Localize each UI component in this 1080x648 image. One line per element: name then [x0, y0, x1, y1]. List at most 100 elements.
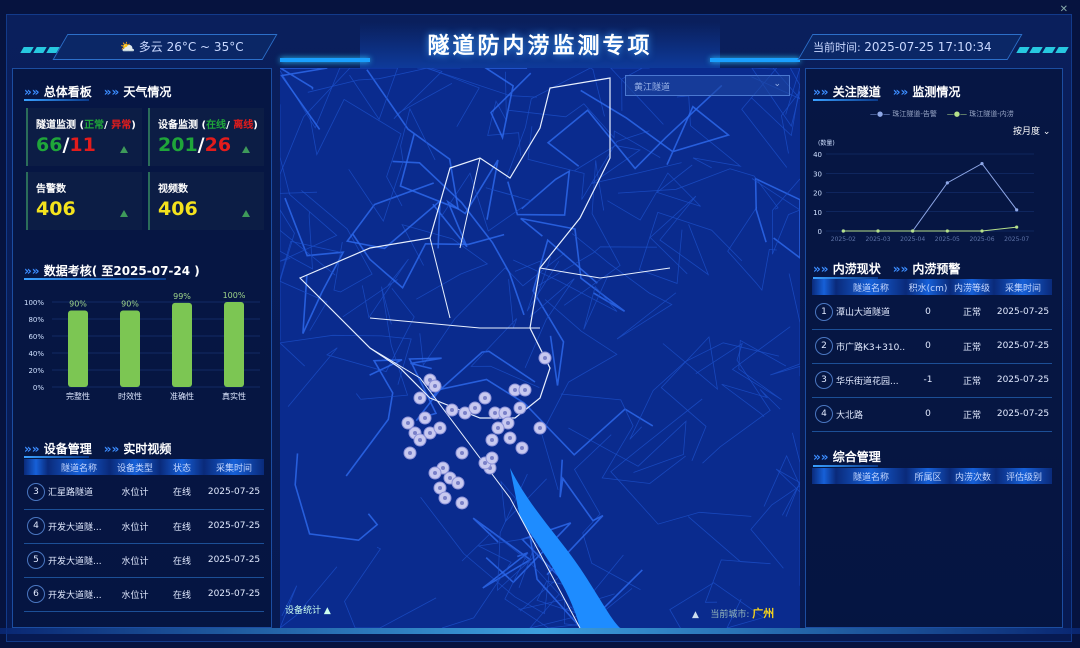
legend-item[interactable]: —●— 珠江隧道-内涝: [947, 109, 1014, 119]
header-glow-right: [710, 58, 800, 62]
road-line: [721, 383, 781, 417]
marker-dot: [438, 486, 442, 490]
river: [510, 468, 620, 628]
y-tick-label: 0%: [33, 384, 44, 392]
road-line: [546, 459, 604, 576]
road-line: [513, 259, 618, 330]
x-tick-label: 真实性: [222, 391, 246, 401]
tunnel-marker-pin-icon[interactable]: [401, 416, 415, 430]
marker-dot: [493, 411, 497, 415]
tunnel-marker-pin-icon[interactable]: [428, 466, 442, 480]
tunnel-marker-pin-icon[interactable]: [458, 406, 472, 420]
tunnel-select[interactable]: 黄江隧道 ⌄: [625, 75, 790, 96]
close-icon[interactable]: ✕: [1059, 4, 1068, 15]
cell-time: 2025-07-25: [994, 397, 1052, 432]
select-value: 黄江隧道: [634, 83, 671, 93]
x-tick-label: 完整性: [66, 391, 90, 401]
tunnel-marker-pin-icon[interactable]: [498, 406, 512, 420]
tab-monitoring[interactable]: 监测情况: [893, 83, 960, 100]
data-label: 90%: [121, 300, 139, 309]
tunnel-marker-pin-icon[interactable]: [518, 383, 532, 397]
y-tick-label: 80%: [28, 316, 44, 324]
marker-dot: [441, 466, 445, 470]
tab-live-video[interactable]: 实时视频: [104, 440, 171, 457]
tunnel-marker-pin-icon[interactable]: [485, 451, 499, 465]
road-line: [348, 107, 436, 223]
marker-dot: [538, 426, 542, 430]
series-line: [843, 162, 1018, 232]
tunnel-marker-pin-icon[interactable]: [515, 441, 529, 455]
tunnel-marker-pin-icon[interactable]: [455, 496, 469, 510]
road-line: [280, 240, 339, 331]
tunnel-marker-pin-icon[interactable]: [418, 411, 432, 425]
marker-dot: [483, 461, 487, 465]
marker-dot: [418, 396, 422, 400]
marker-dot: [428, 431, 432, 435]
marker-dot: [418, 438, 422, 442]
city-info[interactable]: ▲ 当前城市: 广州: [692, 605, 774, 621]
road-line: [461, 531, 580, 628]
tunnel-marker-pin-icon[interactable]: [428, 379, 442, 393]
device-monitor-card[interactable]: 设备监测 (在线/ 离线) 201/26: [148, 108, 264, 166]
road-line: [676, 95, 742, 169]
tab-weather[interactable]: 天气情况: [104, 83, 171, 100]
tunnel-marker-pin-icon[interactable]: [503, 431, 517, 445]
tunnel-marker-pin-icon[interactable]: [513, 401, 527, 415]
tunnel-marker-pin-icon[interactable]: [413, 433, 427, 447]
table-row[interactable]: 4 开发大道隧... 水位计 在线 2025-07-25: [24, 509, 264, 544]
tab-focus-tunnel[interactable]: 关注隧道: [813, 83, 881, 100]
table-row[interactable]: 5 开发大道隧... 水位计 在线 2025-07-25: [24, 543, 264, 578]
map-canvas[interactable]: [280, 68, 800, 628]
table-row[interactable]: 1 潭山大道隧道 0 正常 2025-07-25: [812, 295, 1052, 330]
tab-waterlog-warning[interactable]: 内涝预警: [893, 260, 960, 277]
tunnel-marker-pin-icon[interactable]: [478, 391, 492, 405]
alarm-count-card[interactable]: 告警数 406: [26, 172, 142, 230]
map-view[interactable]: [280, 68, 800, 628]
table-row[interactable]: 4 大北路 0 正常 2025-07-25: [812, 397, 1052, 432]
city-label: 当前城市:: [710, 610, 750, 620]
cell-water: 0: [906, 397, 950, 432]
marker-dot: [406, 421, 410, 425]
tunnel-marker-pin-icon[interactable]: [485, 433, 499, 447]
tunnel-marker-pin-icon[interactable]: [533, 421, 547, 435]
cell-status: 在线: [160, 509, 204, 544]
card-label: 隧道监测 (正常/ 异常): [36, 120, 136, 131]
legend-item[interactable]: —●— 珠江隧道-告警: [870, 109, 937, 119]
tunnel-marker-pin-icon[interactable]: [413, 391, 427, 405]
table-row[interactable]: 3 华乐街道花园... -1 正常 2025-07-25: [812, 363, 1052, 398]
table-row[interactable]: 2 市广路K3+310... 0 正常 2025-07-25: [812, 329, 1052, 364]
tab-overview[interactable]: 总体看板: [24, 83, 92, 100]
road-line: [669, 582, 765, 628]
road-line: [392, 160, 525, 316]
column-header: 采集时间: [204, 459, 264, 475]
road-line: [420, 68, 537, 98]
city-value: 广州: [752, 607, 775, 620]
road-line: [472, 517, 532, 589]
tunnel-marker-pin-icon[interactable]: [538, 351, 552, 365]
column-header: 隧道名称: [48, 459, 110, 475]
table-row[interactable]: 3 汇星路隧道 水位计 在线 2025-07-25: [24, 475, 264, 510]
tunnel-marker-pin-icon[interactable]: [433, 421, 447, 435]
tab-device-management[interactable]: 设备管理: [24, 440, 92, 457]
tunnel-marker-pin-icon[interactable]: [403, 446, 417, 460]
tunnel-monitor-card[interactable]: 隧道监测 (正常/ 异常) 66/11: [26, 108, 142, 166]
cell-water: 0: [906, 329, 950, 364]
tunnel-marker-pin-icon[interactable]: [491, 421, 505, 435]
weather-info: ⛅ 多云 26°C ~ 35°C: [120, 38, 244, 55]
period-dropdown[interactable]: 按月度 ⌄: [1013, 124, 1050, 137]
tab-waterlog-status[interactable]: 内涝现状: [813, 260, 881, 277]
tunnel-marker-pin-icon[interactable]: [488, 406, 502, 420]
tunnel-marker-pin-icon[interactable]: [468, 401, 482, 415]
legend-marker-icon: —●—: [946, 110, 967, 118]
device-stats-toggle[interactable]: 设备统计 ▲: [285, 603, 331, 616]
road-line: [470, 279, 540, 388]
tunnel-marker-pin-icon[interactable]: [455, 446, 469, 460]
video-count-card[interactable]: 视频数 406: [148, 172, 264, 230]
tunnel-marker-pin-icon[interactable]: [438, 491, 452, 505]
y-tick-label: 40%: [28, 350, 44, 358]
tunnel-marker-pin-icon[interactable]: [445, 403, 459, 417]
road-line: [287, 288, 415, 407]
table-row[interactable]: 6 开发大道隧... 水位计 在线 2025-07-25: [24, 577, 264, 612]
bar: [120, 310, 140, 387]
tunnel-marker-pin-icon[interactable]: [451, 476, 465, 490]
